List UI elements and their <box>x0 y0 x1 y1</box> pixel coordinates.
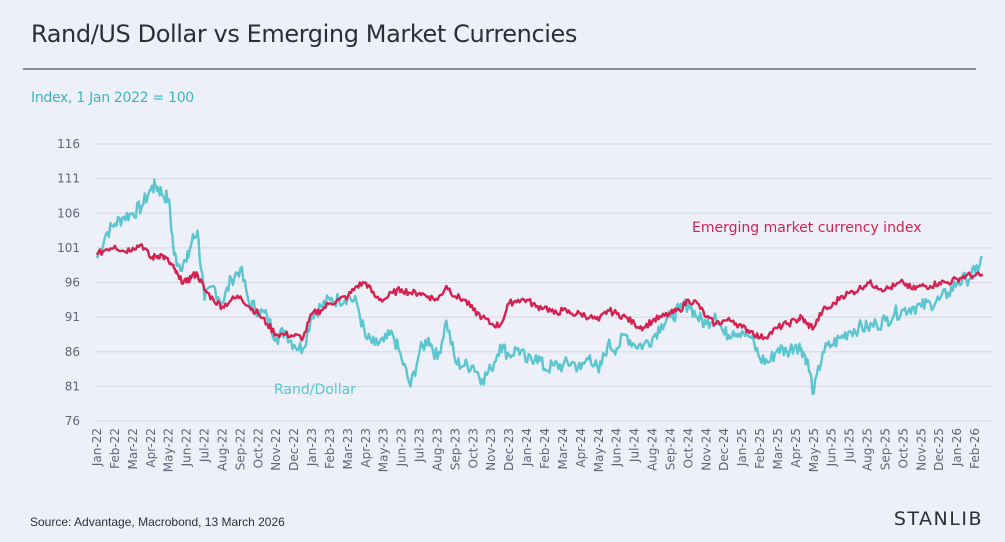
x-tick-label: Jun-24 <box>610 428 624 467</box>
x-tick-label: Jun-25 <box>825 428 839 467</box>
rand-series-label: Rand/Dollar <box>274 382 356 398</box>
x-tick-label: Oct-22 <box>251 428 265 468</box>
x-tick-label: Dec-24 <box>717 428 731 471</box>
x-axis: Jan-22 Feb-22 Mar-22 Apr-22 May-22 Jun-22 Jul-… <box>90 428 982 472</box>
gridlines <box>95 143 992 422</box>
x-tick-label: May-25 <box>807 428 821 472</box>
x-tick-label: Sep-22 <box>233 428 247 470</box>
x-tick-label: Feb-22 <box>108 428 122 469</box>
x-tick-label: Mar-23 <box>341 428 355 469</box>
y-tick-label: 86 <box>65 345 80 359</box>
x-tick-label: Aug-24 <box>646 428 660 471</box>
x-tick-label: Sep-24 <box>663 428 677 470</box>
y-axis: 116 111 106 101 96 91 86 81 76 <box>57 137 80 428</box>
x-tick-label: May-23 <box>377 428 391 472</box>
rand-dollar-line <box>95 178 984 396</box>
x-tick-label: Jul-25 <box>843 428 857 463</box>
series-lines <box>95 178 984 396</box>
x-tick-label: Dec-23 <box>502 428 516 471</box>
x-tick-label: Aug-23 <box>430 428 444 471</box>
y-tick-label: 91 <box>65 310 80 324</box>
x-tick-label: Aug-25 <box>861 428 875 471</box>
x-tick-label: Jul-24 <box>628 428 642 463</box>
x-tick-label: Apr-25 <box>789 428 803 468</box>
y-tick-label: 101 <box>57 241 80 255</box>
x-tick-label: Aug-22 <box>215 428 229 471</box>
x-tick-label: Oct-24 <box>681 428 695 468</box>
x-tick-label: Nov-25 <box>914 428 928 471</box>
y-tick-label: 96 <box>65 276 80 290</box>
x-tick-label: Apr-24 <box>574 428 588 468</box>
x-tick-label: Jan-26 <box>950 428 964 467</box>
y-tick-label: 81 <box>65 379 80 393</box>
x-tick-label: Sep-23 <box>448 428 462 470</box>
y-tick-label: 76 <box>65 414 80 428</box>
x-tick-label: Jul-23 <box>413 428 427 463</box>
x-tick-label: Oct-25 <box>896 428 910 468</box>
x-tick-label: Mar-25 <box>771 428 785 469</box>
brand-logo: STANLIB <box>893 508 983 530</box>
y-tick-label: 116 <box>57 137 80 151</box>
x-tick-label: Feb-26 <box>968 428 982 469</box>
em-currency-index-line <box>95 243 984 342</box>
x-tick-label: Jul-22 <box>198 428 212 463</box>
series-annotations: Emerging market currency index Rand/Dolla… <box>274 220 921 398</box>
x-tick-label: Mar-22 <box>126 428 140 469</box>
y-tick-label: 111 <box>57 172 80 186</box>
x-tick-label: Feb-24 <box>538 428 552 469</box>
x-tick-label: May-22 <box>162 428 176 472</box>
x-tick-label: May-24 <box>592 428 606 472</box>
x-tick-label: Jun-22 <box>180 428 194 467</box>
x-tick-label: Feb-25 <box>753 428 767 469</box>
x-tick-label: Jan-23 <box>305 428 319 467</box>
x-tick-label: Jan-22 <box>90 428 104 467</box>
x-tick-label: Dec-25 <box>932 428 946 471</box>
x-tick-label: Sep-25 <box>878 428 892 470</box>
x-tick-label: Feb-23 <box>323 428 337 469</box>
x-tick-label: Nov-23 <box>484 428 498 471</box>
x-tick-label: Nov-24 <box>699 428 713 471</box>
x-tick-label: Jan-24 <box>520 428 534 467</box>
x-tick-label: Jan-25 <box>735 428 749 467</box>
y-axis-unit-label: Index, 1 Jan 2022 = 100 <box>31 90 194 106</box>
source-note: Source: Advantage, Macrobond, 13 March 2… <box>30 515 285 529</box>
x-tick-label: Apr-23 <box>359 428 373 468</box>
y-tick-label: 106 <box>57 206 80 220</box>
chart-title: Rand/US Dollar vs Emerging Market Curren… <box>31 20 577 48</box>
em-series-label: Emerging market currency index <box>692 220 921 236</box>
x-tick-label: Oct-23 <box>466 428 480 468</box>
x-tick-label: Nov-22 <box>269 428 283 471</box>
x-tick-label: Apr-22 <box>144 428 158 468</box>
title-divider <box>23 68 976 70</box>
x-tick-label: Dec-22 <box>287 428 301 471</box>
x-tick-label: Mar-24 <box>556 428 570 469</box>
x-tick-label: Jun-23 <box>395 428 409 467</box>
